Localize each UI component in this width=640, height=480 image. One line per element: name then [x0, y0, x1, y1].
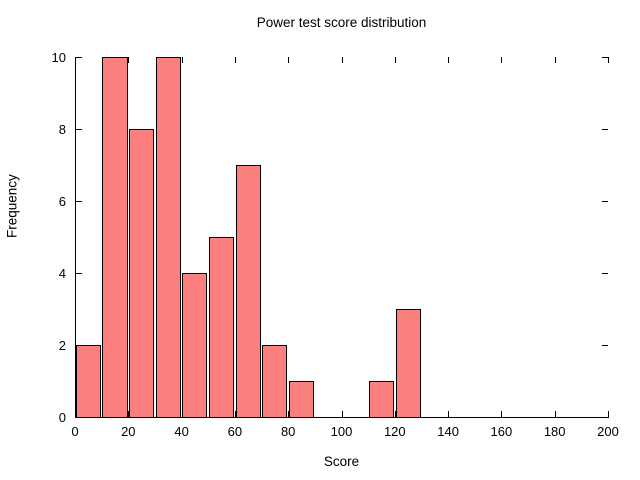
histogram-bar: [368, 381, 395, 418]
y-axis-tick: [76, 417, 82, 418]
y-axis-tick: [76, 57, 82, 58]
x-axis-tick: [554, 411, 556, 417]
x-axis-top-tick: [501, 57, 503, 63]
x-axis-tick: [501, 411, 503, 417]
x-axis-top-tick: [394, 57, 396, 63]
x-axis-top-tick: [181, 57, 183, 63]
x-tick-label: 180: [543, 424, 566, 439]
histogram-bar: [235, 165, 261, 418]
x-tick-label: 200: [597, 424, 619, 439]
y-axis-tick: [76, 345, 82, 346]
y-tick-label: 8: [58, 121, 66, 137]
y-tick-label: 0: [58, 409, 66, 425]
x-axis-tick: [608, 411, 609, 417]
x-axis-top-tick: [341, 57, 343, 63]
histogram-bar: [75, 345, 101, 418]
x-tick-label: 40: [174, 424, 189, 439]
y-axis-right-tick: [602, 273, 608, 274]
y-tick-label: 10: [51, 49, 66, 65]
x-axis-tick: [128, 411, 130, 417]
x-axis-title: Score: [323, 454, 360, 469]
histogram-bar: [395, 309, 421, 418]
x-axis-tick: [75, 411, 76, 417]
x-axis-top-tick: [448, 57, 450, 63]
y-axis-right-tick: [602, 129, 608, 130]
y-axis-right-tick: [602, 201, 608, 202]
x-tick-label: 80: [280, 424, 296, 439]
x-tick-label: 160: [490, 424, 513, 439]
y-axis-right-tick: [602, 57, 608, 58]
y-tick-label: 6: [58, 193, 66, 209]
x-tick-label: 20: [121, 424, 136, 439]
x-axis-tick: [448, 411, 450, 417]
x-tick-label: 120: [383, 424, 406, 439]
x-axis-tick: [234, 411, 236, 417]
histogram-bar: [182, 273, 208, 418]
histogram-bar: [129, 129, 155, 418]
x-axis-top-tick: [128, 57, 130, 63]
x-axis-top-tick: [234, 57, 236, 63]
y-axis-tick: [76, 201, 82, 202]
y-axis-tick: [76, 273, 82, 274]
y-axis-tick: [76, 129, 82, 130]
histogram-bar: [262, 345, 288, 418]
y-axis-title-text: Frequency: [4, 174, 20, 238]
x-axis-tick: [394, 411, 396, 417]
x-tick-label: 140: [437, 424, 459, 439]
y-tick-label: 4: [58, 265, 66, 281]
x-tick-label: 60: [227, 424, 243, 439]
histogram-bar: [209, 237, 235, 418]
x-axis-top-tick: [608, 57, 609, 63]
histogram-bar: [102, 57, 128, 418]
x-axis-line: [75, 417, 609, 418]
y-tick-label: 2: [58, 337, 66, 353]
x-tick-label: 100: [330, 424, 353, 439]
x-axis-top-tick: [288, 57, 290, 63]
histogram-bar: [288, 381, 315, 418]
x-axis-tick: [181, 411, 183, 417]
x-tick-label: 0: [71, 424, 79, 439]
x-axis-top-tick: [554, 57, 556, 63]
x-axis-tick: [288, 411, 290, 417]
x-axis-tick: [341, 411, 343, 417]
y-axis-right-tick: [602, 345, 608, 346]
histogram-bar: [155, 57, 181, 418]
y-axis-line: [75, 57, 76, 418]
chart-title: Power test score distribution: [256, 15, 427, 30]
